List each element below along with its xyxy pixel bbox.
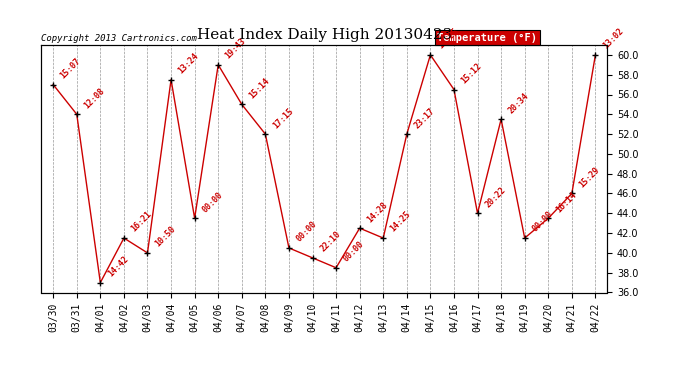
- Text: 14:25: 14:25: [388, 210, 413, 234]
- Text: 00:00: 00:00: [530, 210, 554, 234]
- Text: 23:17: 23:17: [413, 106, 436, 130]
- Text: 12:08: 12:08: [82, 86, 106, 110]
- Text: 14:28: 14:28: [365, 200, 389, 224]
- Text: 16:14: 16:14: [554, 190, 578, 214]
- Text: 17:15: 17:15: [271, 106, 295, 130]
- Text: 15:14: 15:14: [247, 76, 271, 100]
- Text: 15:29: 15:29: [578, 165, 602, 189]
- Text: 13:02: 13:02: [601, 27, 625, 51]
- Text: 00:00: 00:00: [342, 240, 366, 264]
- Text: 16:21: 16:21: [130, 210, 153, 234]
- Text: 14:25: 14:25: [436, 27, 460, 51]
- Title: Heat Index Daily High 20130423: Heat Index Daily High 20130423: [197, 28, 452, 42]
- Text: 15:07: 15:07: [59, 56, 83, 80]
- Text: 20:34: 20:34: [506, 91, 531, 115]
- Text: 22:10: 22:10: [318, 230, 342, 254]
- Text: 19:43: 19:43: [224, 37, 248, 61]
- Text: 14:42: 14:42: [106, 254, 130, 278]
- Text: 13:24: 13:24: [177, 51, 201, 75]
- Text: 15:12: 15:12: [460, 62, 484, 86]
- Text: 20:22: 20:22: [483, 185, 507, 209]
- Text: 00:00: 00:00: [295, 220, 319, 244]
- Text: 10:50: 10:50: [153, 225, 177, 249]
- Text: 00:00: 00:00: [200, 190, 224, 214]
- Text: Copyright 2013 Cartronics.com: Copyright 2013 Cartronics.com: [41, 33, 197, 42]
- Text: Temperature (°F): Temperature (°F): [437, 33, 538, 42]
